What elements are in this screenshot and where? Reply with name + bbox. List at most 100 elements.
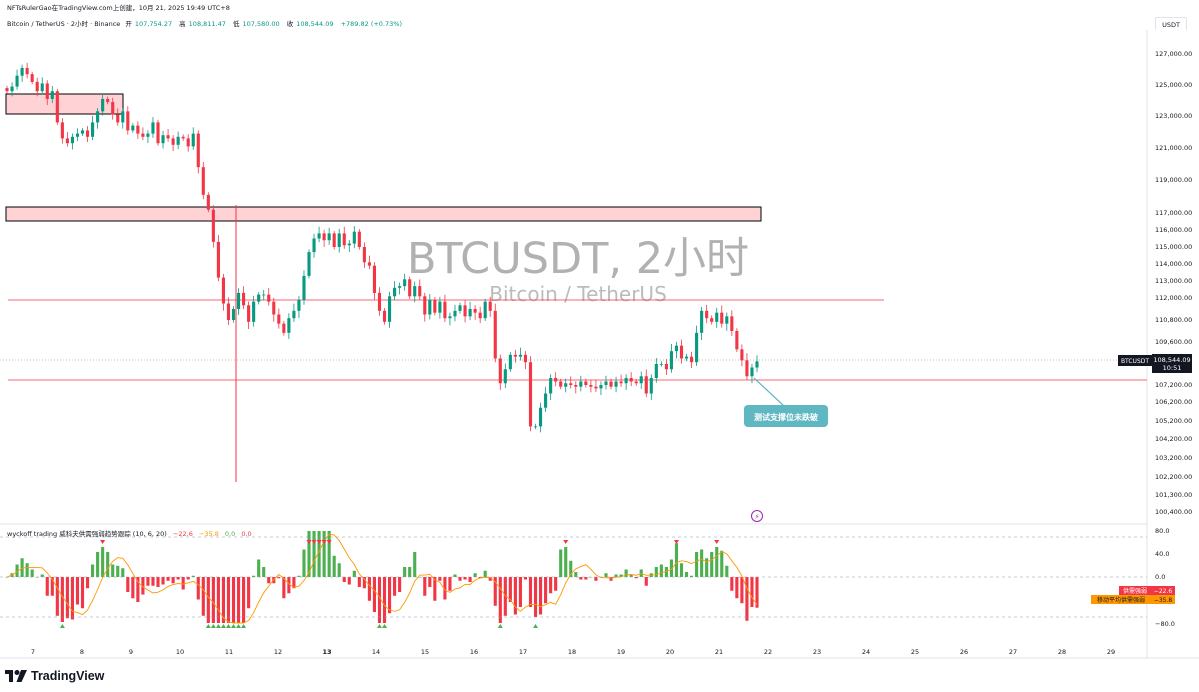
histogram-bar: [503, 577, 507, 616]
histogram-bar: [357, 577, 361, 587]
histogram-bar: [549, 577, 553, 594]
candle-body: [80, 130, 85, 134]
histogram-bar: [710, 552, 714, 577]
price-tick-label: 117,000.00: [1155, 209, 1192, 217]
price-tick-label: 115,000.00: [1155, 243, 1192, 251]
candle-body: [735, 331, 739, 350]
histogram-bar: [277, 577, 281, 579]
candle-body: [408, 279, 412, 297]
time-tick-label: 11: [225, 648, 233, 656]
currency-button[interactable]: USDT: [1155, 17, 1187, 34]
candle-body: [634, 381, 638, 384]
candle-body: [65, 138, 69, 144]
candle-body: [332, 233, 336, 247]
time-tick-label: 29: [1107, 648, 1115, 656]
high-label: 高: [179, 20, 186, 28]
candle-body: [186, 138, 190, 147]
time-tick-label: 15: [421, 648, 429, 656]
histogram-bar: [559, 549, 563, 577]
buy-signal-marker: [220, 624, 226, 628]
annotation-callout[interactable]: [744, 405, 828, 427]
histogram-bar: [624, 569, 628, 577]
candle-body: [453, 310, 457, 317]
candle-body: [468, 309, 472, 317]
time-tick-label: 8: [80, 648, 84, 656]
histogram-bar: [236, 577, 241, 623]
candle-body: [272, 301, 276, 315]
watermark-subtitle: Bitcoin / TetherUS: [489, 282, 667, 306]
tradingview-logo-icon[interactable]: [5, 670, 27, 682]
candle-body: [674, 345, 679, 352]
histogram-bar: [423, 577, 427, 596]
price-tick-label: 127,000.00: [1155, 50, 1192, 58]
histogram-bar: [317, 531, 321, 577]
histogram-bar: [569, 560, 573, 577]
candle-body: [25, 67, 29, 75]
candle-body: [327, 233, 331, 241]
histogram-bar: [20, 558, 24, 577]
histogram-bar: [221, 577, 226, 623]
ind-axis-label-40: 40.0: [1155, 550, 1169, 558]
candle-body: [171, 138, 175, 145]
histogram-bar: [262, 567, 266, 577]
indicator-header[interactable]: wyckoff trading 威科夫供需强弱趋势跟踪 (10, 6, 20) …: [7, 528, 256, 538]
histogram-bar: [372, 577, 377, 612]
price-tick-label: 119,000.00: [1155, 176, 1192, 184]
ind-tag-2-value: −35.8: [1154, 597, 1173, 604]
candle-body: [45, 83, 49, 99]
candle-body: [644, 376, 648, 394]
candle-body: [755, 361, 759, 368]
histogram-bar: [508, 577, 512, 602]
buy-signal-marker: [497, 624, 503, 628]
tradingview-brand[interactable]: TradingView: [31, 669, 105, 683]
histogram-bar: [216, 577, 220, 623]
candle-body: [287, 318, 291, 333]
indicator-value-3: 0.0: [224, 530, 236, 538]
price-tick-label: 113,000.00: [1155, 277, 1192, 285]
time-tick-label: 22: [764, 648, 772, 656]
price-tick-label: 101,300.00: [1155, 491, 1192, 499]
candle-body: [649, 378, 653, 394]
candle-body: [292, 310, 296, 319]
time-tick-label: 25: [911, 648, 919, 656]
histogram-bar: [292, 577, 296, 589]
histogram-bar: [45, 577, 49, 596]
candle-body: [302, 275, 306, 300]
candle-body: [357, 231, 361, 247]
candle-body: [538, 407, 543, 427]
histogram-bar: [513, 577, 517, 615]
indicator-name: wyckoff trading 威科夫供需强弱趋势跟踪 (10, 6, 20): [7, 530, 167, 538]
histogram-bar: [720, 550, 724, 577]
time-tick-label: 26: [960, 648, 968, 656]
close-label: 收: [286, 20, 294, 28]
histogram-bar: [418, 577, 422, 578]
histogram-bar: [85, 577, 90, 589]
resistance-zone-lower[interactable]: [5, 206, 762, 222]
histogram-bar: [700, 549, 704, 577]
candle-body: [700, 310, 704, 333]
time-tick-label: 10: [176, 648, 184, 656]
sell-signal-marker: [311, 540, 317, 544]
histogram-bar: [282, 577, 286, 599]
histogram-bar: [649, 573, 653, 577]
histogram-bar: [609, 577, 613, 581]
candle-body: [50, 91, 54, 99]
histogram-bar: [634, 577, 638, 579]
event-lightning-icon[interactable]: [751, 510, 763, 522]
histogram-bar: [242, 577, 246, 623]
buy-signal-marker: [241, 624, 247, 628]
price-tick-label: 121,000.00: [1155, 144, 1192, 152]
candle-body: [201, 167, 205, 195]
symbol-title[interactable]: Bitcoin / TetherUS · 2小时 · Binance: [7, 20, 121, 28]
histogram-bar: [483, 570, 487, 577]
buy-signal-marker: [59, 624, 65, 628]
time-tick-label: 13: [322, 648, 331, 656]
candle-body: [584, 381, 588, 385]
candle-body: [554, 378, 558, 382]
candle-body: [463, 305, 467, 317]
candle-body: [503, 369, 507, 384]
resistance-zone-upper[interactable]: [5, 93, 124, 115]
candle-body: [10, 86, 14, 92]
candle-body: [131, 125, 135, 131]
